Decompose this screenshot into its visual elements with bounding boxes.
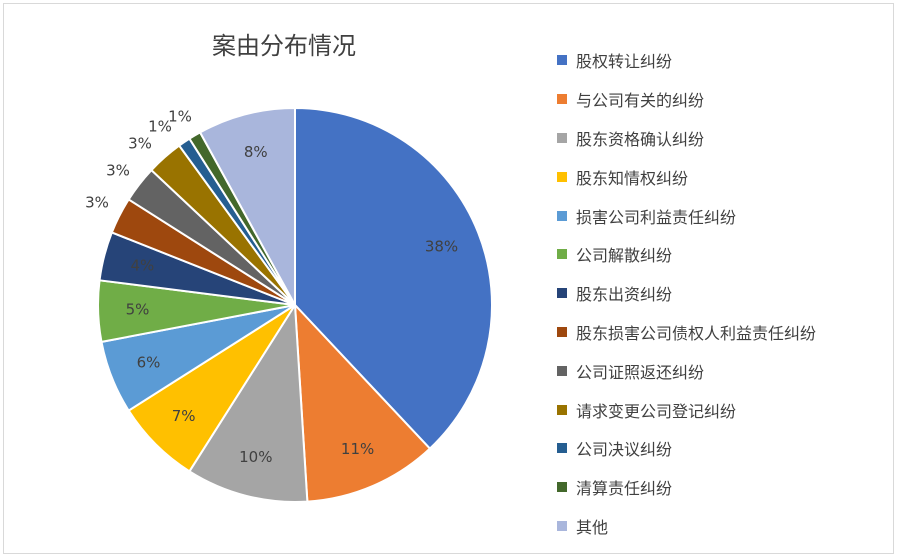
data-label: 4%	[131, 256, 155, 274]
data-label: 7%	[172, 407, 196, 425]
data-label: 1%	[148, 118, 172, 136]
legend-swatch	[557, 55, 567, 66]
legend-item: 清算责任纠纷	[557, 468, 816, 507]
legend-label: 与公司有关的纠纷	[576, 91, 705, 111]
data-label: 10%	[239, 448, 272, 466]
legend-item: 公司决议纠纷	[557, 429, 816, 468]
data-label: 3%	[85, 194, 109, 212]
legend-swatch	[557, 171, 567, 182]
legend-item: 公司解散纠纷	[557, 235, 816, 274]
data-label: 3%	[128, 135, 152, 153]
chart-legend: 股权转让纠纷与公司有关的纠纷 股东资格确认纠纷 股东知情权纠纷损害公司利益责任纠纷公…	[557, 41, 816, 545]
legend-item: 损害公司利益责任纠纷	[557, 196, 816, 235]
legend-label: 公司决议纠纷	[576, 440, 673, 460]
legend-label: 其他	[576, 517, 609, 537]
data-label: 5%	[126, 301, 150, 319]
legend-swatch	[557, 94, 567, 105]
legend-swatch	[557, 326, 567, 337]
pie-slice	[293, 302, 432, 503]
legend-swatch	[557, 210, 567, 221]
data-label: 1%	[168, 108, 192, 126]
data-label: 11%	[341, 440, 374, 458]
legend-item: 股东损害公司债权人利益责任纠纷	[557, 313, 816, 352]
legend-swatch	[557, 443, 567, 454]
legend-item: 股东资格确认纠纷	[557, 119, 816, 158]
data-label: 8%	[244, 143, 268, 161]
legend-swatch	[557, 365, 567, 376]
legend-label: 股东知情权纠纷	[576, 168, 689, 188]
data-label: 38%	[425, 238, 458, 256]
legend-label: 损害公司利益责任纠纷	[576, 207, 737, 227]
legend-swatch	[557, 482, 567, 493]
legend-label: 股东资格确认纠纷	[576, 129, 705, 149]
legend-label: 请求变更公司登记纠纷	[576, 401, 737, 421]
legend-item: 股东出资纠纷	[557, 274, 816, 313]
legend-label: 股东出资纠纷	[576, 285, 673, 305]
legend-swatch	[557, 249, 567, 260]
pie-slice	[294, 106, 494, 451]
legend-swatch	[557, 132, 567, 143]
pie-slice	[188, 301, 309, 503]
legend-item: 公司证照返还纠纷	[557, 351, 816, 390]
legend-item: 股权转让纠纷	[557, 41, 816, 80]
pie-slice	[198, 106, 296, 306]
legend-swatch	[557, 520, 567, 531]
legend-item: 与公司有关的纠纷	[557, 80, 816, 119]
legend-label: 公司证照返还纠纷	[576, 362, 705, 382]
legend-label: 股权转让纠纷	[576, 52, 673, 72]
data-label: 3%	[106, 162, 130, 180]
data-label: 6%	[137, 354, 161, 372]
legend-label: 股东损害公司债权人利益责任纠纷	[576, 323, 817, 343]
chart-title: 案由分布情况	[212, 32, 356, 60]
legend-item: 其他	[557, 507, 816, 546]
legend-item: 股东知情权纠纷	[557, 157, 816, 196]
legend-label: 清算责任纠纷	[576, 479, 673, 499]
legend-label: 公司解散纠纷	[576, 246, 673, 266]
legend-swatch	[557, 288, 567, 299]
legend-swatch	[557, 404, 567, 415]
legend-item: 请求变更公司登记纠纷	[557, 390, 816, 429]
